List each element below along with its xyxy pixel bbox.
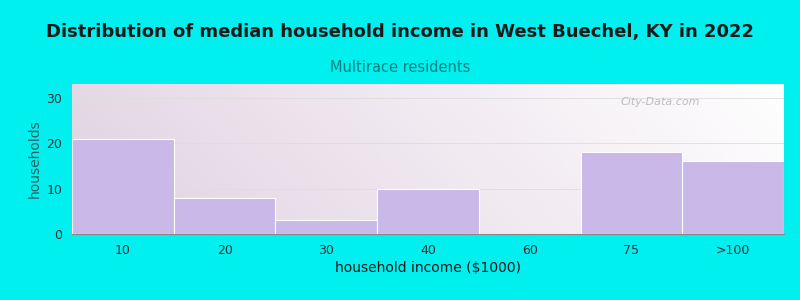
- Text: Multirace residents: Multirace residents: [330, 60, 470, 75]
- Bar: [377, 188, 479, 234]
- X-axis label: household income ($1000): household income ($1000): [335, 261, 521, 275]
- Bar: [275, 220, 377, 234]
- Text: City-Data.com: City-Data.com: [620, 97, 700, 107]
- Bar: [682, 161, 784, 234]
- Y-axis label: households: households: [28, 120, 42, 198]
- Bar: [581, 152, 682, 234]
- Text: Distribution of median household income in West Buechel, KY in 2022: Distribution of median household income …: [46, 22, 754, 40]
- Bar: [72, 139, 174, 234]
- Bar: [174, 198, 275, 234]
